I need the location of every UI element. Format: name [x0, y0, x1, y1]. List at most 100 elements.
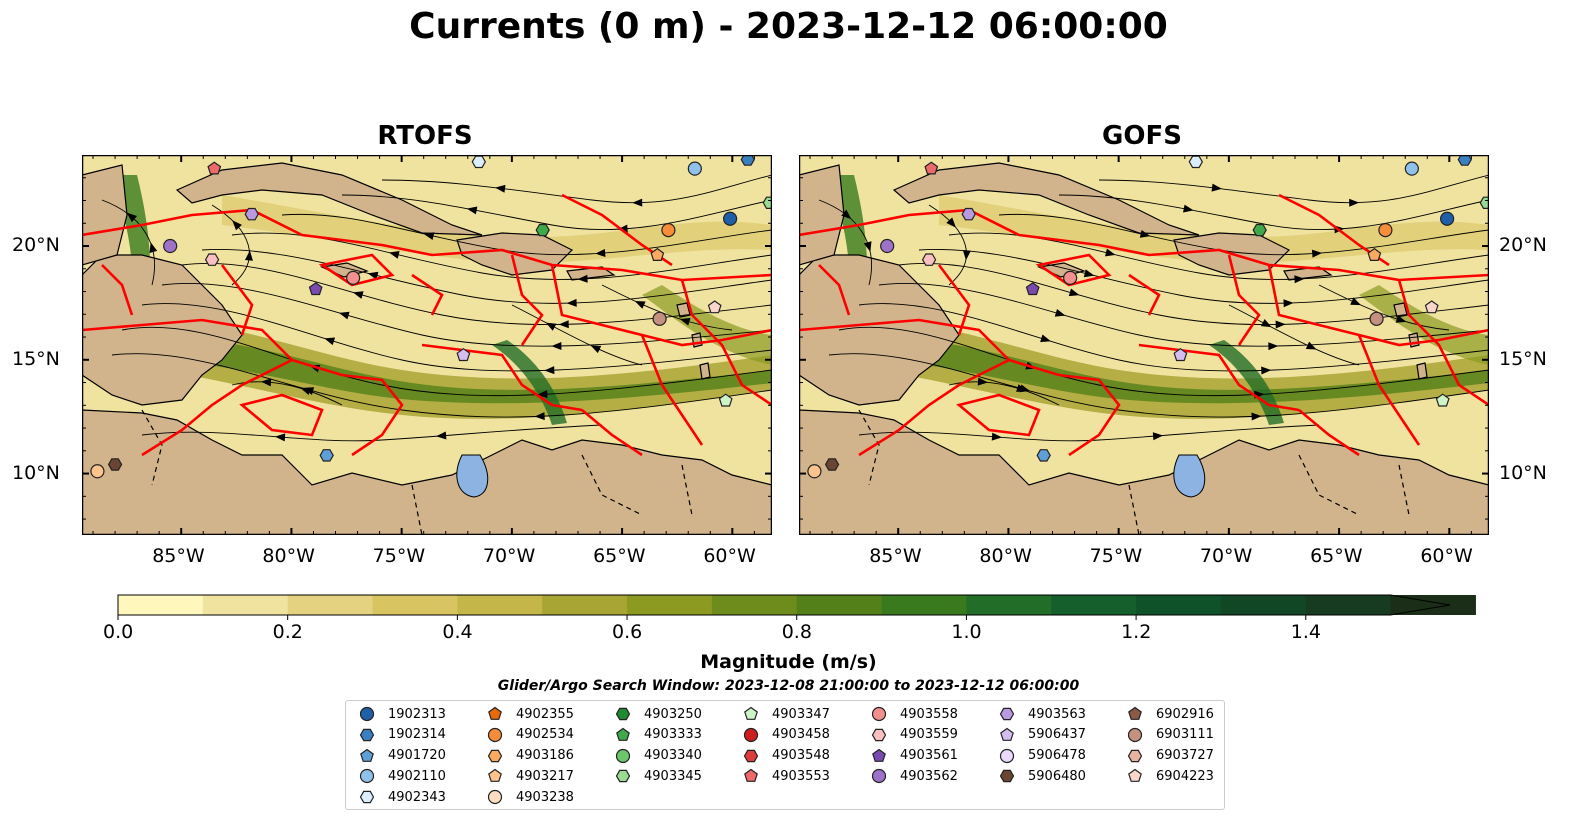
- legend-item-label: 4903561: [900, 748, 958, 764]
- streamline-arrow: [1068, 288, 1080, 297]
- pentagon-marker-icon: [744, 769, 758, 783]
- float-marker: [204, 253, 220, 266]
- land-mass: [1416, 362, 1428, 380]
- streamline-arrow: [1016, 384, 1027, 392]
- colorbar-segment: [457, 595, 543, 615]
- colorbar-tick-label: 0.6: [612, 621, 643, 643]
- legend-item-label: 4903217: [516, 768, 574, 784]
- float-marker: [961, 207, 976, 221]
- legend-marker: [360, 748, 374, 762]
- streamline-arrow: [962, 250, 971, 261]
- hexagon-marker-icon: [1127, 749, 1143, 762]
- legend-item: 4903458: [742, 726, 830, 744]
- lon-tick-label: 70°W: [1199, 545, 1253, 567]
- streamline-arrow: [558, 320, 569, 329]
- streamline-arrow: [338, 311, 350, 320]
- colorbar-segment: [627, 595, 713, 615]
- legend-marker: [999, 748, 1015, 763]
- legend-item: 5906437: [998, 726, 1086, 744]
- streamline-arrow: [149, 242, 158, 253]
- circle-marker-icon: [743, 727, 759, 742]
- streamline-arrow: [466, 206, 478, 215]
- float-marker: [652, 311, 667, 326]
- colorbar-outline: [117, 594, 1451, 616]
- eez-boundary: [1227, 254, 1261, 346]
- land-mass: [892, 162, 1200, 236]
- map-frame: [799, 155, 1489, 535]
- legend-marker: [615, 707, 631, 721]
- current-streamline: [1228, 304, 1360, 366]
- eez-boundary: [937, 264, 971, 336]
- land-mass: [799, 254, 960, 406]
- colorbar-tick-label: 1.2: [1121, 621, 1152, 643]
- float-marker: [718, 393, 733, 407]
- pentagon-marker-icon: [488, 769, 502, 783]
- land-mass: [82, 254, 243, 406]
- current-streamline: [858, 303, 1489, 372]
- streamline-arrow: [1260, 319, 1272, 328]
- legend-marker: [871, 706, 887, 722]
- legend-item-label: 5906480: [1028, 768, 1086, 784]
- float-marker: [1424, 300, 1439, 314]
- circle-marker-icon: [1127, 727, 1143, 742]
- lon-tick-label: 75°W: [1089, 545, 1143, 567]
- streamline-arrow: [352, 291, 364, 299]
- streamline-arrow: [1152, 432, 1164, 441]
- pentagon-marker-icon: [360, 748, 374, 762]
- hexagon-marker-icon: [999, 707, 1015, 721]
- colorbar-extend-arrow: [1390, 595, 1450, 615]
- legend-item: 6903727: [1126, 747, 1214, 765]
- legend-item-label: 4903340: [644, 748, 702, 764]
- legend-item-label: 4903458: [772, 727, 830, 743]
- float-marker: [1457, 155, 1472, 166]
- float-marker: [1252, 223, 1267, 237]
- streamline-arrow: [232, 220, 242, 231]
- lon-tick-label: 80°W: [979, 545, 1032, 567]
- circle-marker-icon: [487, 790, 503, 805]
- land-mass: [1408, 332, 1420, 348]
- legend-item-label: 1902313: [388, 706, 446, 722]
- legend-marker: [999, 707, 1015, 721]
- panel-title-rtofs: RTOFS: [377, 121, 473, 151]
- current-streamline: [341, 194, 772, 230]
- colorbar: [117, 594, 1476, 620]
- float-marker: [1173, 347, 1188, 362]
- streamline-arrow: [300, 387, 312, 395]
- current-streamline: [141, 303, 772, 372]
- country-border: [581, 454, 643, 516]
- streamline-arrow: [324, 337, 336, 346]
- streamline-arrow: [261, 378, 272, 387]
- current-speed-band: [642, 285, 772, 365]
- eez-boundary: [680, 279, 772, 407]
- float-marker: [1369, 311, 1384, 326]
- eez-boundary: [82, 208, 772, 282]
- legend-item: 4903548: [742, 747, 830, 765]
- current-streamline: [1058, 194, 1489, 230]
- legend-item-label: 1902314: [388, 727, 446, 743]
- legend-item-label: 4903562: [900, 768, 958, 784]
- lat-tick-label: 20°N: [1499, 234, 1547, 257]
- hexagon-marker-icon: [359, 790, 375, 804]
- legend-item-label: 4903347: [772, 706, 830, 722]
- lat-tick-label: 20°N: [12, 234, 60, 257]
- legend-item-label: 4903238: [516, 789, 574, 805]
- legend-marker: [615, 748, 631, 763]
- colorbar-segment: [202, 595, 289, 615]
- legend-item-label: 4903250: [644, 706, 702, 722]
- current-streamline: [101, 199, 155, 286]
- streamline-arrow: [544, 366, 555, 375]
- legend-marker: [487, 727, 503, 742]
- legend-item-label: 4903563: [1028, 706, 1086, 722]
- float-marker: [346, 270, 361, 285]
- lake-maracaibo: [456, 454, 489, 498]
- float-marker: [762, 196, 772, 210]
- legend: 1902313 1902314 4901720 4902110 4902343 49023…: [345, 700, 1225, 810]
- map-frame: [82, 155, 772, 535]
- colorbar-tick-label: 0.8: [781, 621, 812, 643]
- legend-item: 6903111: [1126, 726, 1214, 744]
- streamline-arrow: [679, 317, 691, 326]
- legend-item-label: 4901720: [388, 748, 446, 764]
- float-marker: [650, 247, 665, 262]
- panel-title-gofs: GOFS: [1102, 121, 1182, 151]
- legend-marker: [359, 706, 375, 722]
